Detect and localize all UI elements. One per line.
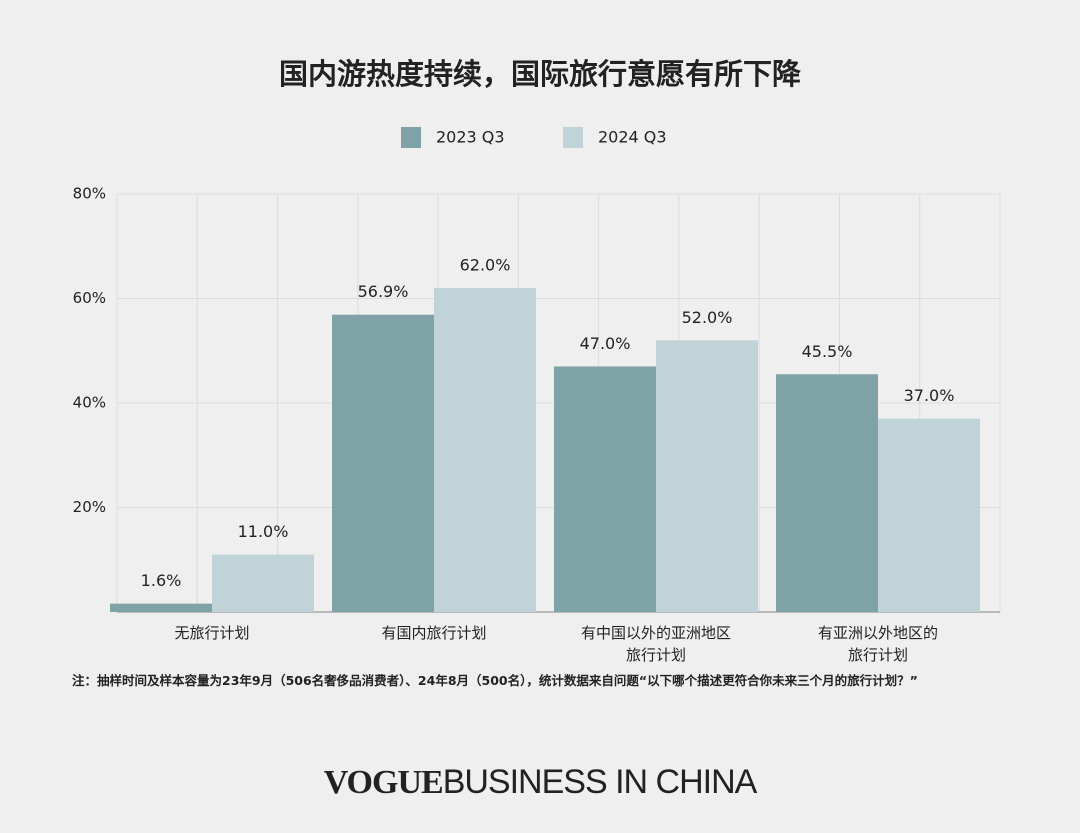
y-tick-label: 60% (73, 289, 106, 307)
brand: VOGUEBUSINESS IN CHINA (0, 762, 1080, 802)
bar (434, 288, 536, 612)
legend-label: 2024 Q3 (598, 128, 667, 147)
bar (212, 554, 314, 612)
bar (878, 418, 980, 612)
bar (110, 603, 212, 612)
value-label: 1.6% (141, 571, 182, 590)
value-label: 52.0% (682, 308, 733, 327)
brand-name: VOGUE (323, 764, 444, 801)
x-tick-label: 无旅行计划 (174, 624, 250, 642)
chart-title: 国内游热度持续，国际旅行意愿有所下降 (279, 57, 802, 91)
y-tick-label: 40% (73, 394, 106, 412)
bar (776, 374, 878, 612)
x-tick-label: 有中国以外的亚洲地区 旅行计划 (580, 624, 731, 664)
bar (554, 366, 656, 612)
value-label: 11.0% (238, 522, 289, 541)
y-tick-label: 20% (73, 498, 106, 516)
legend-label: 2023 Q3 (436, 128, 505, 147)
bar (656, 340, 758, 612)
brand-sub: BUSINESS IN CHINA (442, 763, 758, 801)
bar (332, 314, 434, 612)
note: 注：抽样时间及样本容量为23年9月（506名奢侈品消费者）、24年8月（500名… (72, 673, 918, 688)
value-label: 62.0% (460, 256, 511, 275)
y-tick-label: 80% (73, 185, 106, 203)
legend-swatch (563, 127, 583, 148)
value-label: 56.9% (358, 282, 409, 301)
value-label: 47.0% (580, 334, 631, 353)
x-tick-label: 有国内旅行计划 (381, 624, 487, 642)
value-label: 45.5% (802, 342, 853, 361)
x-tick-label: 有亚洲以外地区的 旅行计划 (817, 624, 938, 664)
value-label: 37.0% (904, 386, 955, 405)
legend-swatch (401, 127, 421, 148)
